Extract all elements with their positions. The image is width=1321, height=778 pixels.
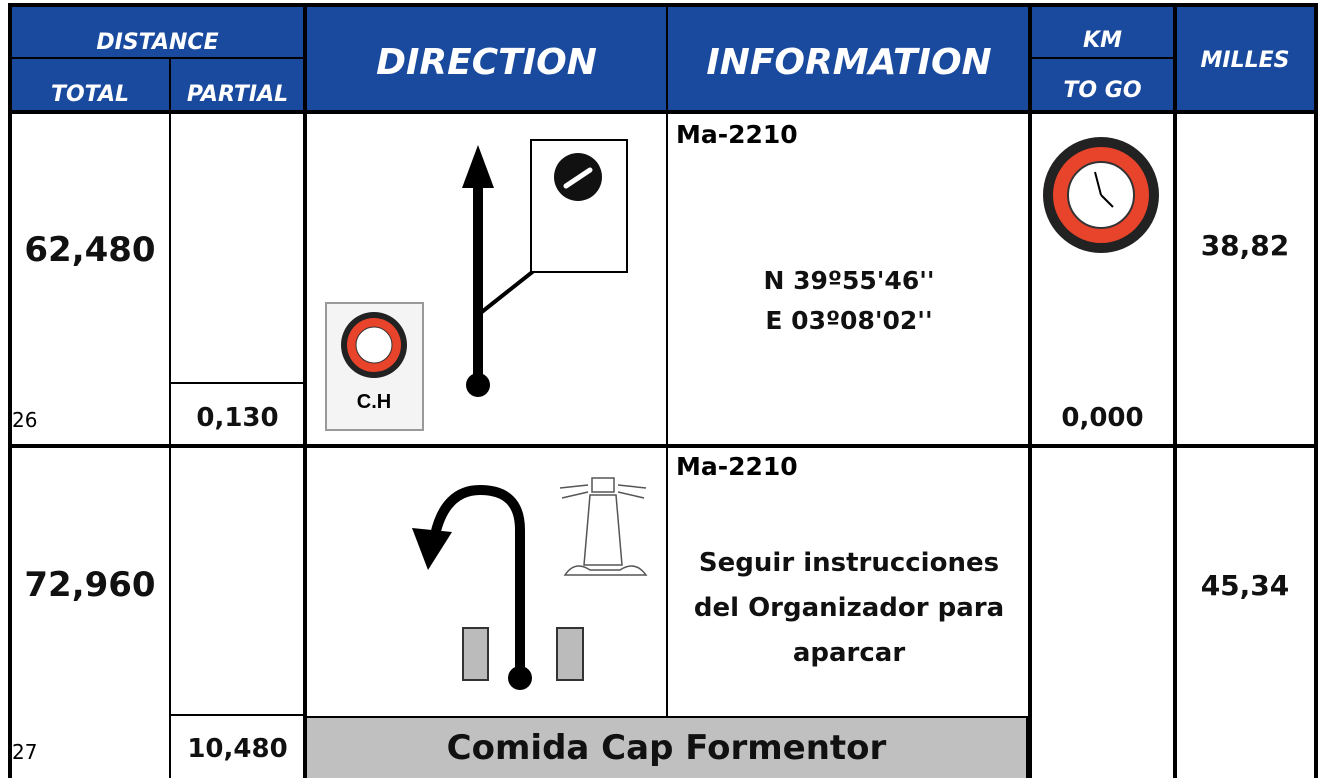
parking-block	[556, 627, 584, 681]
border	[8, 110, 1318, 114]
header-total: TOTAL	[10, 74, 170, 114]
border	[303, 3, 307, 778]
total: 62,480	[24, 230, 156, 270]
lighthouse-icon	[559, 477, 648, 576]
border	[8, 444, 1318, 448]
road: Ma-2210	[676, 452, 798, 481]
border	[8, 3, 1318, 7]
icon-label: C.H	[357, 391, 391, 413]
info-line: del Organizador para	[693, 593, 1005, 623]
info-line: E 03º08'02''	[765, 305, 933, 335]
route-line	[430, 484, 525, 678]
milles: 45,34	[1200, 568, 1290, 602]
road: Ma-2210	[676, 120, 798, 149]
header-partial: PARTIAL	[170, 74, 305, 114]
row-index: 27	[12, 740, 38, 764]
arrow-head	[412, 528, 452, 570]
arrow-head	[462, 145, 494, 188]
border	[169, 58, 171, 778]
wrench-icon	[563, 167, 593, 189]
header-to-go: TO GO	[1030, 72, 1175, 108]
border	[170, 714, 305, 716]
border	[1173, 3, 1177, 778]
partial: 10,480	[187, 733, 288, 764]
info-line: aparcar	[792, 638, 906, 668]
info-line: Seguir instrucciones	[698, 548, 1000, 578]
border	[1030, 57, 1175, 59]
clock-hand	[1100, 194, 1114, 208]
border	[666, 3, 668, 716]
header-milles: MILLES	[1175, 40, 1315, 80]
total: 72,960	[24, 565, 156, 605]
header-direction: DIRECTION	[305, 35, 668, 90]
milles: 38,82	[1200, 228, 1290, 262]
header-km: KM	[1030, 22, 1175, 58]
clock-icon	[355, 326, 393, 364]
start-dot	[508, 666, 532, 690]
info-line: N 39º55'46''	[763, 265, 935, 295]
clock-hand	[1094, 171, 1102, 196]
start-dot	[466, 373, 490, 397]
border	[1314, 3, 1318, 778]
border	[10, 57, 305, 59]
partial: 0,130	[196, 402, 279, 433]
note: Comida Cap Formentor	[305, 716, 1028, 778]
header-distance: DISTANCE	[10, 22, 305, 62]
km-to-go: 0,000	[1061, 402, 1144, 433]
border	[8, 3, 12, 778]
parking-block	[462, 627, 489, 681]
row-index: 26	[12, 408, 38, 432]
header-information: INFORMATION	[668, 35, 1030, 90]
border	[1028, 3, 1032, 778]
border	[170, 382, 305, 384]
